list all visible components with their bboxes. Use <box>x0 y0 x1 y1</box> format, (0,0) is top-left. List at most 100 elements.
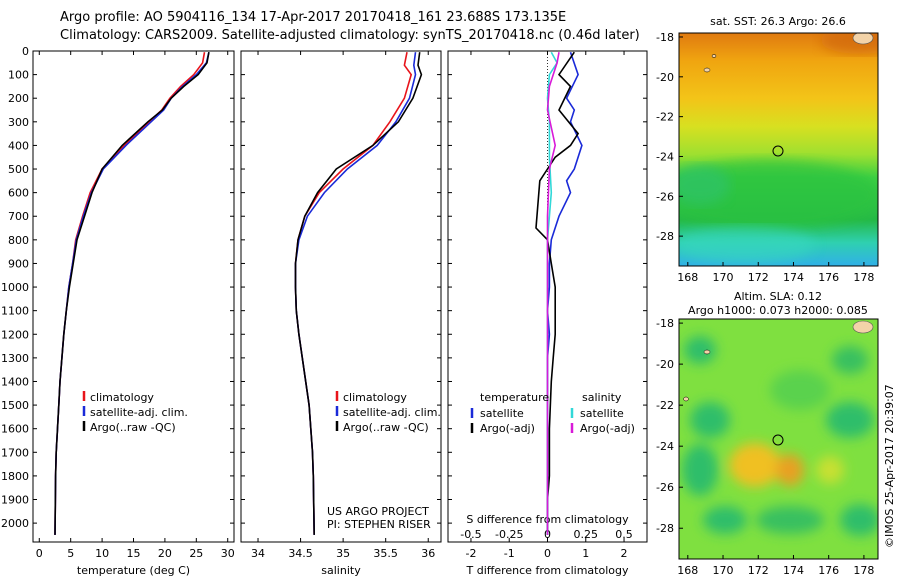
y-tick-label: 1100 <box>1 305 29 318</box>
map-x-tick-label: 170 <box>713 564 734 577</box>
y-tick-label: 1500 <box>1 399 29 412</box>
map-y-tick-label: -18 <box>656 31 674 44</box>
top-tick-label: -0.5 <box>460 528 481 541</box>
series-line <box>546 52 560 535</box>
map-x-tick-label: 168 <box>677 564 698 577</box>
map-y-tick-label: -24 <box>656 150 674 163</box>
x-tick-label: 0 <box>544 547 551 560</box>
sla-map-subtitle: Argo h1000: 0.073 h2000: 0.085 <box>688 304 868 317</box>
legend-label: Argo(-adj) <box>580 422 635 435</box>
argo-position-marker-sst <box>772 145 784 157</box>
sla-map-title: Altim. SLA: 0.12 <box>734 290 822 303</box>
sst-map: sat. SST: 26.3 Argo: 26.6 168 170 172 174 17… <box>656 15 879 284</box>
legend-label: Argo(..raw -QC) <box>343 421 429 434</box>
legend-label: satellite-adj. clim. <box>343 406 441 419</box>
series-line <box>54 52 210 535</box>
y-tick-label: 1200 <box>1 328 29 341</box>
temperature-plot-area <box>32 50 235 543</box>
y-tick-label: 800 <box>8 234 29 247</box>
x-tick-label: 25 <box>189 547 203 560</box>
y-tick-label: 100 <box>8 69 29 82</box>
map-y-tick-label: -22 <box>656 399 674 412</box>
x-tick-label: 2 <box>621 547 628 560</box>
map-y-tick-label: -28 <box>656 522 674 535</box>
map-x-tick-label: 174 <box>783 564 804 577</box>
map-y-tick-label: -18 <box>656 317 674 330</box>
map-y-tick-label: -26 <box>656 190 674 203</box>
y-tick-label: 500 <box>8 163 29 176</box>
x-axis-label: T difference from climatology <box>466 564 629 577</box>
top-tick-label: -0.25 <box>495 528 523 541</box>
map-y-tick-label: -26 <box>656 481 674 494</box>
chart-title-line-1: Argo profile: AO 5904116_134 17-Apr-2017… <box>60 10 567 25</box>
sla-map: Altim. SLA: 0.12 Argo h1000: 0.073 h2000… <box>656 290 879 577</box>
y-tick-label: 1900 <box>1 494 29 507</box>
x-tick-label: 35.5 <box>373 547 398 560</box>
x-tick-label: 34 <box>251 547 265 560</box>
map-y-tick-label: -22 <box>656 111 674 124</box>
map-x-tick-label: 172 <box>748 564 769 577</box>
sla-map-axes: 168 170 172 174 176 178 -18 -20 -22 -24 -26 -28 <box>656 317 874 577</box>
map-x-tick-label: 174 <box>783 271 804 284</box>
pi-credit: PI: STEPHEN RISER <box>327 518 431 531</box>
x-tick-label: 35 <box>336 547 350 560</box>
sst-map-title: sat. SST: 26.3 Argo: 26.6 <box>710 15 846 28</box>
y-tick-label: 700 <box>8 210 29 223</box>
y-tick-label: 400 <box>8 139 29 152</box>
y-tick-label: 1600 <box>1 423 29 436</box>
project-credit: US ARGO PROJECT <box>327 505 429 518</box>
legend-group-title: temperature <box>480 391 549 404</box>
x-tick-label: 1 <box>582 547 589 560</box>
series-line <box>294 52 423 535</box>
map-x-tick-label: 172 <box>748 271 769 284</box>
map-y-tick-label: -28 <box>656 230 674 243</box>
y-tick-label: 0 <box>22 45 29 58</box>
chart-title-line-2: Climatology: CARS2009. Satellite-adjuste… <box>60 28 640 43</box>
y-tick-label: 600 <box>8 187 29 200</box>
x-tick-label: 30 <box>221 547 235 560</box>
salinity-panel: 34 34.5 35 35.5 36 salinity climatology satelli… <box>240 50 442 577</box>
x-tick-label: 15 <box>127 547 141 560</box>
temperature-panel: 0 5 10 15 20 25 30 temperature (deg C) 0 100 200 30… <box>1 45 235 577</box>
argo-position-marker-sla <box>772 434 784 446</box>
difference-panel: -2 -1 0 1 2 T difference from climatology -0.5… <box>447 50 648 577</box>
y-tick-label: 2000 <box>1 517 29 530</box>
legend-label: satellite <box>480 407 524 420</box>
y-tick-label: 1400 <box>1 375 29 388</box>
map-y-tick-label: -20 <box>656 71 674 84</box>
y-tick-label: 1000 <box>1 281 29 294</box>
legend-label: climatology <box>90 391 154 404</box>
x-tick-label: 20 <box>158 547 172 560</box>
map-x-tick-label: 168 <box>677 271 698 284</box>
legend-label: Argo(-adj) <box>480 422 535 435</box>
x-tick-label: 0 <box>36 547 43 560</box>
legend-label: climatology <box>343 391 407 404</box>
x-tick-label: 5 <box>67 547 74 560</box>
map-x-tick-label: 176 <box>818 564 839 577</box>
sst-map-axes: 168 170 172 174 176 178 -18 -20 -22 -24 -26 -28 <box>656 31 874 284</box>
x-tick-label: -2 <box>465 547 476 560</box>
y-tick-label: 200 <box>8 92 29 105</box>
map-y-tick-label: -24 <box>656 440 674 453</box>
top-tick-label: 0.25 <box>574 528 599 541</box>
x-tick-label: 34.5 <box>288 547 313 560</box>
x-axis-label: salinity <box>321 564 361 577</box>
legend-group-title: salinity <box>582 391 622 404</box>
x-tick-label: -1 <box>504 547 515 560</box>
x-axis-label: temperature (deg C) <box>77 564 190 577</box>
y-tick-label: 1700 <box>1 446 29 459</box>
map-y-tick-label: -20 <box>656 358 674 371</box>
top-tick-label: 0.5 <box>615 528 633 541</box>
legend-label: satellite-adj. clim. <box>90 406 188 419</box>
map-x-tick-label: 178 <box>853 564 874 577</box>
y-tick-label: 1300 <box>1 352 29 365</box>
x-tick-label: 36 <box>421 547 435 560</box>
salinity-plot-area <box>240 50 442 543</box>
legend-label: Argo(..raw -QC) <box>90 421 176 434</box>
y-tick-label: 900 <box>8 257 29 270</box>
legend-label: satellite <box>580 407 624 420</box>
y-tick-label: 1800 <box>1 470 29 483</box>
map-x-tick-label: 176 <box>818 271 839 284</box>
y-tick-label: 300 <box>8 116 29 129</box>
x-tick-label: 10 <box>95 547 109 560</box>
